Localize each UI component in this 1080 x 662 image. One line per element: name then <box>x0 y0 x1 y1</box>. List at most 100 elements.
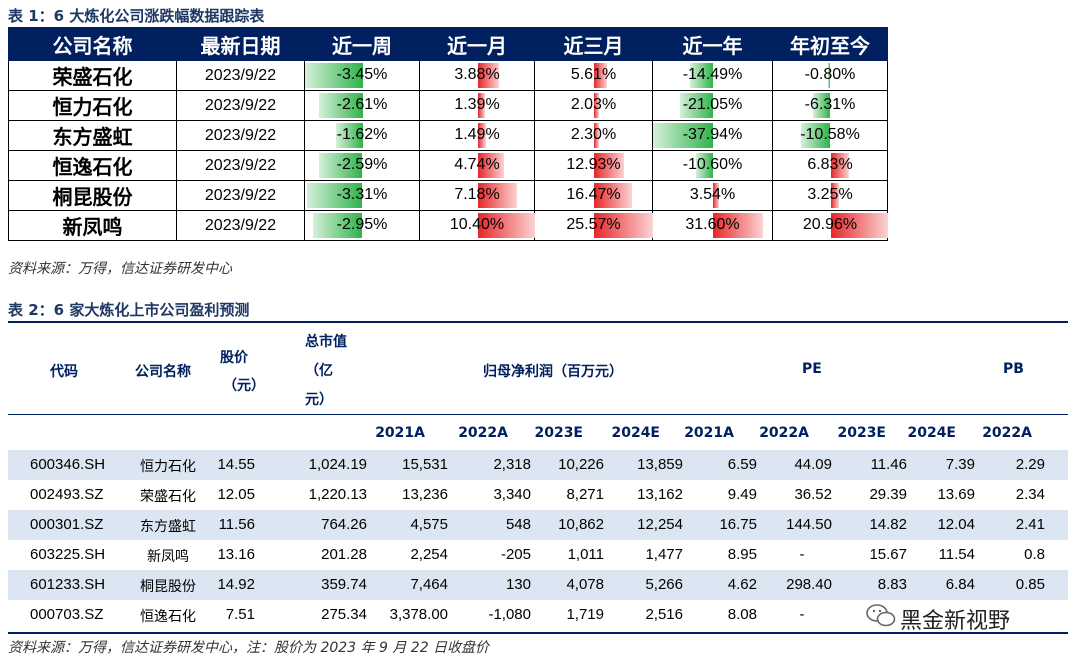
value-cell: 548 <box>505 516 531 533</box>
value-cell: 14.92 <box>217 576 255 593</box>
change-cell: 3.54% <box>652 180 773 211</box>
change-bar <box>594 213 653 238</box>
header-cap-3: 元） <box>305 392 333 408</box>
change-cell: 31.60% <box>652 210 773 241</box>
year-header: 2022A <box>458 425 508 441</box>
change-bar <box>335 123 363 148</box>
change-bar <box>477 123 486 148</box>
change-value: -10.58% <box>800 126 860 143</box>
value-cell: 36.52 <box>794 486 832 503</box>
value-cell: 1,220.13 <box>308 486 367 503</box>
year-header: 2021A <box>684 425 734 441</box>
change-cell: -2.95% <box>304 210 420 241</box>
value-cell: 3,340 <box>493 486 531 503</box>
year-header: 2024E <box>907 425 956 441</box>
company-name: 新凤鸣 <box>8 210 177 241</box>
value-cell: 2.34 <box>1015 486 1045 503</box>
change-bar <box>594 183 632 208</box>
stock-code: 002493.SZ <box>30 486 104 503</box>
value-cell: 11.46 <box>870 456 907 473</box>
watermark-text: 黑金新视野 <box>900 609 1011 634</box>
value-cell: -205 <box>500 546 531 563</box>
change-bar <box>713 213 763 238</box>
value-cell: 6.59 <box>727 456 757 473</box>
table1-row: 恒力石化 2023/9/22 -2.61% 1.39% 2.03% -21.05% -6.3… <box>8 90 888 121</box>
change-cell: -3.45% <box>304 60 420 91</box>
change-bar <box>830 213 888 238</box>
year-header: 2021A <box>375 425 425 441</box>
value-cell: 2,318 <box>493 456 531 473</box>
value-cell: 2,516 <box>645 606 683 623</box>
change-cell: 1.39% <box>419 90 535 121</box>
value-cell: 764.26 <box>321 516 367 533</box>
change-bar <box>813 93 831 118</box>
change-value: 1.49% <box>454 126 500 143</box>
wechat-icon <box>866 604 896 627</box>
header-pb: PB <box>1003 361 1024 377</box>
table1-header-row: 公司名称 最新日期 近一周 近一月 近三月 近一年 年初至今 <box>8 27 888 61</box>
table2-source: 资料来源：万得，信达证券研发中心，注：股价为 2023 年 9 月 22 日收盘… <box>8 640 490 656</box>
value-cell: 13,236 <box>402 486 448 503</box>
value-cell: 4,078 <box>566 576 604 593</box>
change-cell: -1.62% <box>304 120 420 151</box>
change-bar <box>477 183 518 208</box>
value-cell: 13,859 <box>637 456 683 473</box>
header-company: 公司名称 <box>8 27 177 61</box>
value-cell: 10,862 <box>558 516 604 533</box>
company-name: 恒逸石化 <box>8 150 177 181</box>
change-value: 16.47% <box>566 186 621 203</box>
change-cell: 3.88% <box>419 60 535 91</box>
value-cell: 2.29 <box>1015 456 1045 473</box>
change-cell: 1.49% <box>419 120 535 151</box>
change-value: 5.61% <box>570 66 617 83</box>
price-change-table: 公司名称 最新日期 近一周 近一月 近三月 近一年 年初至今 荣盛石化 2023/… <box>8 27 888 241</box>
value-cell: 8,271 <box>566 486 604 503</box>
change-bar <box>594 123 600 148</box>
change-value: -14.49% <box>682 66 743 83</box>
change-cell: 4.74% <box>419 150 535 181</box>
change-value: 4.74% <box>454 156 500 173</box>
company-name: 桐昆股份 <box>8 180 177 211</box>
value-cell: 1,011 <box>567 546 604 563</box>
change-bar <box>690 63 713 88</box>
value-cell: 8.83 <box>877 576 907 593</box>
value-cell: 359.74 <box>321 576 367 593</box>
change-bar <box>477 93 486 118</box>
change-value: 7.18% <box>454 186 500 203</box>
change-cell: -14.49% <box>652 60 773 91</box>
table-row: 600346.SH 恒力石化 14.55 1,024.19 15,531 2,318 10,… <box>8 450 1068 480</box>
change-bar <box>696 153 713 178</box>
change-bar <box>477 63 499 88</box>
change-bar <box>801 123 831 148</box>
value-cell: 3,378.00 <box>389 606 448 623</box>
latest-date: 2023/9/22 <box>176 60 305 91</box>
change-bar <box>594 63 607 88</box>
change-cell: 16.47% <box>534 180 653 211</box>
change-value: 20.96% <box>802 216 858 233</box>
change-cell: 20.96% <box>772 210 888 241</box>
change-cell: 2.30% <box>534 120 653 151</box>
change-value: -6.31% <box>804 96 856 113</box>
change-cell: -2.61% <box>304 90 420 121</box>
table-row: 000703.SZ 恒逸石化 7.51 275.34 3,378.00 -1,080 1,7… <box>8 600 1068 630</box>
value-cell: 5,266 <box>645 576 683 593</box>
change-cell: -6.31% <box>772 90 888 121</box>
change-value: -10.60% <box>682 156 743 173</box>
value-cell: 4,575 <box>410 516 448 533</box>
change-value: -1.62% <box>336 126 388 143</box>
change-value: -3.31% <box>336 186 388 203</box>
change-value: 1.39% <box>454 96 500 113</box>
value-cell: 11.54 <box>938 546 975 563</box>
change-cell: -2.59% <box>304 150 420 181</box>
change-bar <box>594 153 624 178</box>
value-cell: -1,080 <box>488 606 531 623</box>
change-value: 25.57% <box>566 216 621 233</box>
header-cap-2: （亿 <box>305 363 333 379</box>
table1-source: 资料来源：万得，信达证券研发中心 <box>8 261 232 277</box>
year-header: 2022A <box>982 425 1032 441</box>
value-cell: 4.62 <box>727 576 757 593</box>
change-value: 10.40% <box>449 216 505 233</box>
change-cell: -0.80% <box>772 60 888 91</box>
latest-date: 2023/9/22 <box>176 210 305 241</box>
stock-code: 603225.SH <box>30 546 106 563</box>
